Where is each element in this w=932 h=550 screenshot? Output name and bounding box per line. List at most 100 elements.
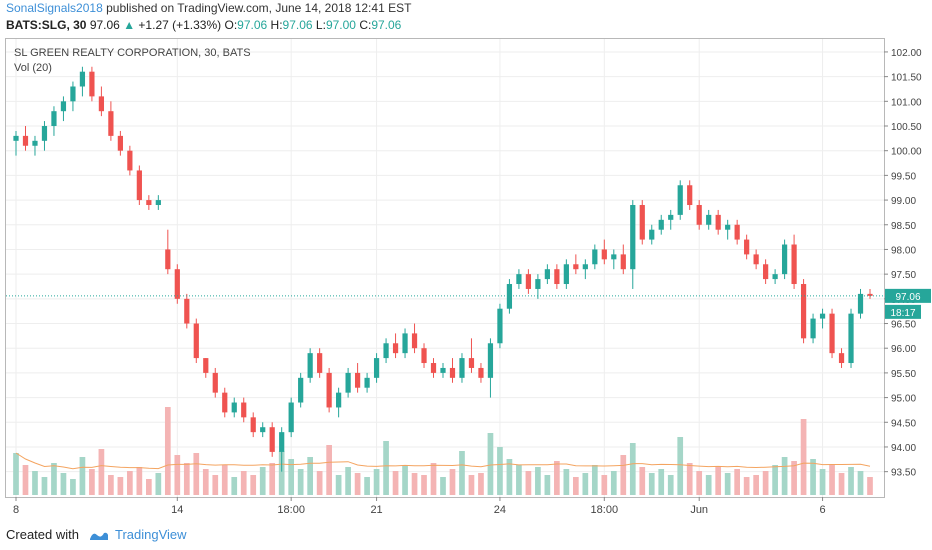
candle-body [354, 372, 361, 388]
volume-bar [250, 475, 257, 495]
close-label: C: [359, 18, 372, 32]
candle-body [497, 308, 503, 344]
volume-bar [117, 477, 124, 495]
candle-body [554, 269, 560, 285]
y-tick-label: 102.00 [891, 48, 922, 59]
candle-body [269, 427, 275, 452]
published-text: published on TradingView.com, June 14, 2… [106, 1, 412, 15]
volume-bar [582, 473, 589, 495]
candle-body [487, 343, 494, 378]
volume-bar [430, 463, 437, 495]
volume-bar [667, 475, 674, 495]
volume-bar [89, 469, 95, 495]
volume-bar [335, 475, 342, 495]
volume-bar [288, 459, 295, 495]
y-tick-label: 93.50 [891, 468, 916, 479]
candle-body [829, 313, 835, 354]
volume-bar [449, 469, 456, 495]
candle-body [649, 229, 655, 240]
candle-body [241, 402, 247, 418]
candle-body [250, 417, 256, 433]
x-tick-label: Jun [690, 504, 708, 516]
y-tick-label: 98.00 [891, 245, 916, 256]
candle-body [563, 264, 569, 285]
last-price: 97.06 [89, 18, 120, 32]
x-tick-label: 18:00 [277, 504, 305, 516]
volume-bar [136, 467, 143, 495]
volume-bar [648, 473, 655, 495]
candle-body [373, 358, 380, 378]
candle-body [279, 432, 285, 452]
candle-body [715, 214, 721, 230]
volume-bar [715, 467, 722, 495]
volume-bar [383, 441, 389, 495]
volume-bar [791, 461, 797, 495]
candle-body [60, 101, 67, 112]
volume-bar [535, 467, 541, 495]
volume-bar [127, 471, 133, 495]
tradingview-link[interactable]: TradingView [114, 527, 187, 542]
volume-bar [459, 451, 465, 495]
candle-body [108, 111, 114, 136]
candle-body [620, 254, 626, 270]
y-tick-label: 95.50 [891, 369, 916, 380]
open-value: 97.06 [237, 18, 268, 32]
volume-bar [639, 467, 646, 495]
volume-ma-line [15, 452, 871, 470]
candle-body [734, 224, 740, 240]
publish-info: SonalSignals2018 published on TradingVie… [6, 1, 411, 15]
last-price-tag [885, 288, 931, 303]
candle-body [763, 264, 769, 280]
volume-bar [183, 463, 190, 495]
low-value: 97.00 [325, 18, 356, 32]
volume-bar [468, 475, 475, 495]
volume-bar [838, 473, 845, 495]
y-tick-label: 100.50 [891, 122, 922, 133]
volume-bar [705, 475, 712, 495]
candle-body [525, 274, 532, 289]
volume-bar [307, 457, 314, 495]
countdown-tag [885, 304, 921, 319]
candle-body [677, 185, 683, 215]
candle-body [165, 249, 171, 270]
candle-body [857, 293, 864, 314]
volume-bar [696, 471, 703, 495]
volume-bar [174, 455, 181, 495]
candle-body [658, 219, 664, 230]
candle-body [478, 367, 484, 378]
x-tick-label: 8 [13, 504, 19, 516]
volume-bar [373, 469, 380, 495]
candle-body [326, 372, 332, 408]
y-tick-label: 95.00 [891, 394, 916, 405]
candle-body [544, 269, 550, 280]
candle-body [174, 269, 180, 299]
author-link[interactable]: SonalSignals2018 [6, 1, 103, 15]
y-tick-label: 101.50 [891, 73, 922, 84]
volume-bar [686, 463, 693, 495]
candle-body [212, 372, 218, 393]
volume-bar [326, 445, 332, 495]
volume-bar [164, 407, 171, 495]
y-tick-label: 94.00 [891, 443, 916, 454]
volume-bar [525, 471, 532, 495]
candle-body [440, 367, 446, 373]
close-value: 97.06 [371, 18, 402, 32]
candle-body [231, 402, 237, 413]
y-tick-label: 97.50 [891, 270, 916, 281]
volume-bar [411, 473, 418, 495]
volume-bar [487, 433, 494, 495]
candle-body [364, 377, 370, 388]
volume-bar [402, 465, 408, 495]
volume-bar [620, 455, 627, 495]
ohlc-line: BATS:SLG, 30 97.06 ▲ +1.27 (+1.33%) O:97… [6, 18, 401, 32]
candle-body [79, 71, 86, 87]
volume-bar [354, 473, 361, 495]
candle-body [89, 71, 95, 97]
chart-frame[interactable] [5, 38, 885, 498]
volume-bar [810, 459, 816, 495]
volume-bar [108, 475, 114, 495]
chart-title: SL GREEN REALTY CORPORATION, 30, BATS [14, 47, 251, 59]
y-tick-label: 96.00 [891, 344, 916, 355]
candle-body [430, 363, 437, 373]
